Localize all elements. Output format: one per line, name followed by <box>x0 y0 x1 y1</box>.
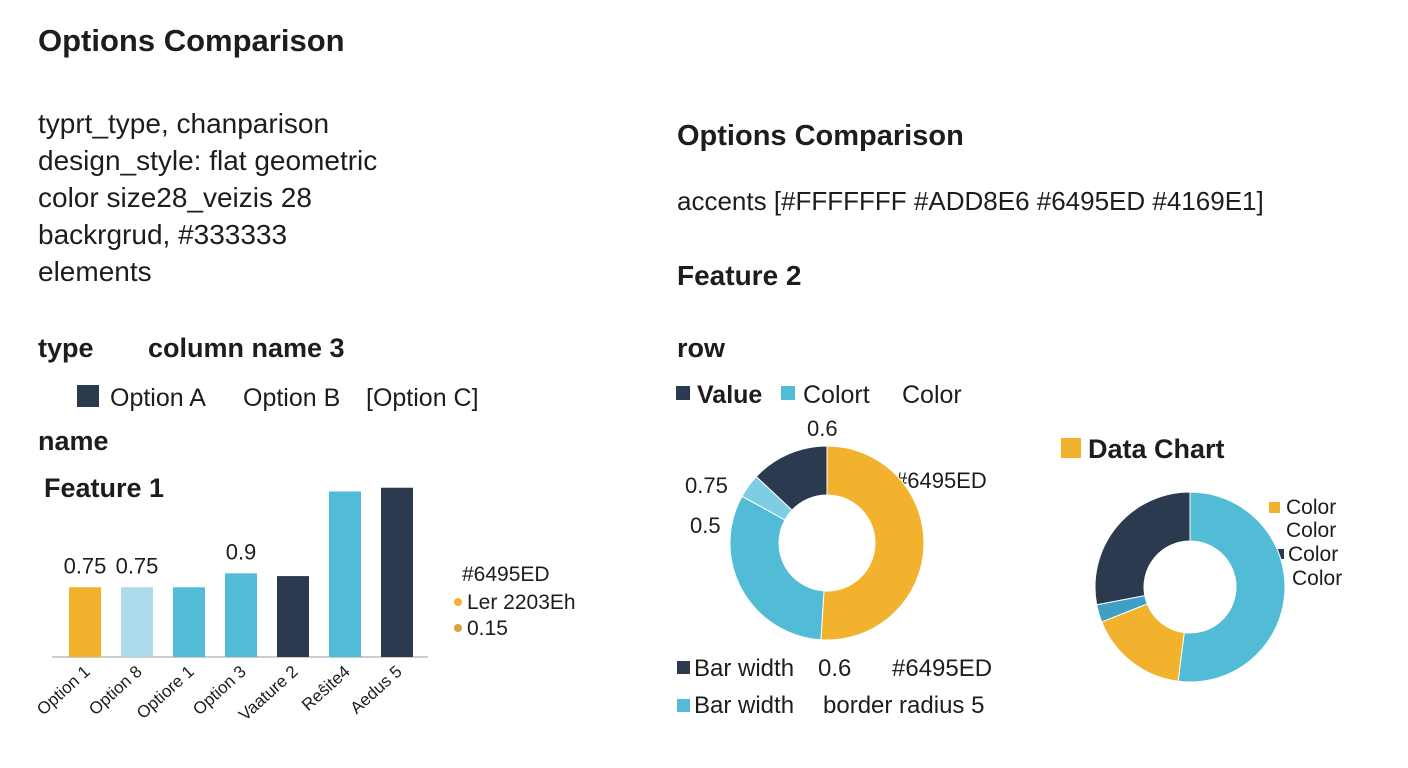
donut-annotation: #6495ED <box>895 468 987 493</box>
page-title: Options Comparison <box>38 23 345 58</box>
donut-annotation: 0.6 <box>807 416 838 441</box>
bar <box>381 487 413 657</box>
value-label: 0.75 <box>64 553 107 578</box>
donut-note: Bar width <box>694 692 794 719</box>
note-swatch <box>677 661 690 674</box>
feature-label: Feature 2 <box>677 260 802 291</box>
spec-line: color size28_veizis 28 <box>38 182 312 213</box>
legend-swatch <box>77 385 99 407</box>
legend-label: Color <box>1292 567 1342 590</box>
value-label: 0.9 <box>226 539 257 564</box>
feature-label: Feature 1 <box>44 473 164 503</box>
note-swatch <box>677 699 690 712</box>
spec-line: elements <box>38 256 152 287</box>
donut-note: border radius 5 <box>823 692 984 719</box>
column-label: column name 3 <box>148 333 345 363</box>
spec-line: design_style: flat geometric <box>38 145 377 176</box>
title-swatch <box>1061 438 1081 458</box>
option-label: Option B <box>243 384 340 412</box>
donut-note: Bar width <box>694 655 794 682</box>
option-label: Option A <box>110 384 206 412</box>
option-label: [Option C] <box>366 384 479 412</box>
spec-line: backrgrud, #333333 <box>38 219 287 250</box>
type-label: type <box>38 333 94 363</box>
row-label: row <box>677 333 726 363</box>
legend-label: Color <box>1288 543 1338 566</box>
legend-swatch <box>676 386 690 400</box>
legend-label: Value <box>697 381 762 409</box>
name-label: name <box>38 426 109 456</box>
donut-segment <box>820 445 925 641</box>
bar <box>329 491 361 657</box>
legend-swatch <box>781 386 795 400</box>
x-tick-label: Optiore 1 <box>133 662 198 723</box>
donut-note: #6495ED <box>892 655 992 682</box>
bar-note: 0.15 <box>467 617 508 640</box>
legend-swatch <box>1269 502 1280 513</box>
x-tick-label: Aedus 5 <box>347 662 406 718</box>
bar <box>121 587 153 657</box>
donut-segment <box>729 495 825 641</box>
donut-segment <box>755 445 828 511</box>
note-dot <box>454 624 462 632</box>
spec-line: typrt_type, chanparison <box>38 108 329 139</box>
note-dot <box>454 598 462 606</box>
donut-segment <box>1177 491 1286 683</box>
donut-note: 0.6 <box>818 655 851 682</box>
bar <box>277 576 309 657</box>
value-label: 0.75 <box>116 553 159 578</box>
bar-note: Ler 2203Eh <box>467 591 576 614</box>
donut-annotation: 0.5 <box>690 513 721 538</box>
x-tick-label: Option 1 <box>33 662 93 719</box>
bar <box>225 573 257 657</box>
bar <box>69 587 101 657</box>
legend-label: Color <box>1286 519 1336 542</box>
bar-note: #6495ED <box>462 563 550 586</box>
legend-label: Color <box>1286 496 1336 519</box>
legend-label: Colort <box>803 381 870 409</box>
donut-segment <box>1094 491 1191 606</box>
right-title: Options Comparison <box>677 120 964 152</box>
bar <box>173 587 205 657</box>
x-tick-label: Reŝite4 <box>298 662 354 715</box>
donut-annotation: 0.75 <box>685 473 728 498</box>
chart-title: Data Chart <box>1088 434 1225 464</box>
legend-label: Color <box>902 381 962 409</box>
accents: accents [#FFFFFFF #ADD8E6 #6495ED #4169E… <box>677 186 1264 216</box>
